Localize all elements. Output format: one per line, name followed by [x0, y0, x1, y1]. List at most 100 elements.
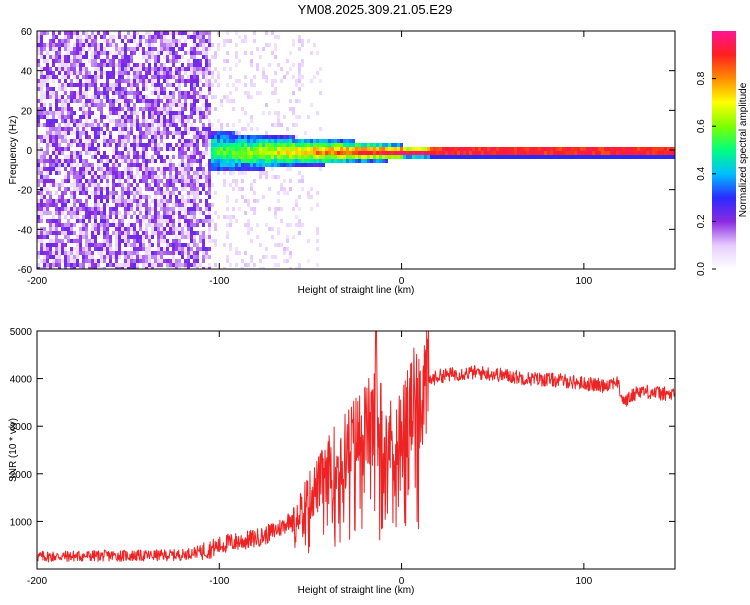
spectrogram-cell — [127, 163, 130, 167]
spectrogram-cell — [79, 179, 82, 183]
spectrogram-cell — [211, 163, 214, 167]
spectrogram-cell — [235, 31, 238, 35]
spectrogram-cell — [178, 251, 181, 255]
spectrogram-cell — [205, 267, 208, 269]
spectrogram-cell — [196, 63, 199, 67]
spectrogram-cell — [142, 131, 145, 135]
spectrogram-cell — [217, 151, 220, 155]
spectrogram-cell — [40, 103, 43, 107]
spectrogram-cell — [133, 143, 136, 147]
spectrogram-cell — [286, 259, 289, 263]
spectrogram-cell — [151, 135, 154, 139]
spectrogram-cell — [55, 147, 58, 151]
spectrogram-cell — [88, 179, 91, 183]
spectrogram-cell — [628, 147, 631, 151]
spectrogram-cell — [280, 243, 283, 247]
spectrogram-cell — [259, 267, 262, 269]
spectrogram-cell — [115, 259, 118, 263]
spectrogram-cell — [100, 255, 103, 259]
spectrogram-cell — [79, 119, 82, 123]
spectrogram-cell — [130, 111, 133, 115]
spectrogram-cell — [199, 183, 202, 187]
spectrogram-cell — [406, 155, 409, 159]
spectrogram-cell — [184, 215, 187, 219]
spectrogram-y-tick-label: -40 — [18, 225, 33, 236]
spectrogram-cell — [301, 187, 304, 191]
spectrogram-cell — [79, 55, 82, 59]
spectrogram-cell — [157, 135, 160, 139]
spectrogram-cell — [208, 211, 211, 215]
spectrogram-cell — [631, 147, 634, 151]
spectrogram-cell — [184, 243, 187, 247]
spectrogram-cell — [127, 139, 130, 143]
spectrogram-cell — [121, 159, 124, 163]
spectrogram-cell — [73, 99, 76, 103]
spectrogram-cell — [85, 91, 88, 95]
spectrogram-cell — [436, 155, 439, 159]
spectrogram-cell — [46, 87, 49, 91]
spectrogram-cell — [154, 47, 157, 51]
spectrogram-cell — [253, 199, 256, 203]
spectrogram-cell — [250, 115, 253, 119]
spectrogram-cell — [61, 63, 64, 67]
spectrogram-cell — [136, 247, 139, 251]
spectrogram-cell — [145, 99, 148, 103]
spectrogram-cell — [148, 67, 151, 71]
spectrogram-cell — [91, 143, 94, 147]
spectrogram-cell — [265, 155, 268, 159]
spectrogram-cell — [109, 243, 112, 247]
spectrogram-cell — [274, 255, 277, 259]
spectrogram-cell — [118, 119, 121, 123]
spectrogram-cell — [37, 63, 40, 67]
spectrogram-cell — [58, 31, 61, 35]
spectrogram-cell — [148, 267, 151, 269]
spectrogram-cell — [430, 155, 433, 159]
spectrogram-cell — [211, 75, 214, 79]
spectrogram-cell — [169, 51, 172, 55]
spectrogram-cell — [43, 83, 46, 87]
spectrogram-cell — [118, 139, 121, 143]
spectrogram-cell — [280, 155, 283, 159]
spectrogram-cell — [52, 31, 55, 35]
spectrogram-cell — [142, 231, 145, 235]
spectrogram-cell — [61, 39, 64, 43]
spectrogram-cell — [70, 95, 73, 99]
spectrogram-cell — [64, 123, 67, 127]
spectrogram-cell — [589, 151, 592, 155]
spectrogram-cell — [79, 155, 82, 159]
spectrogram-cell — [88, 87, 91, 91]
spectrogram-cell — [157, 99, 160, 103]
spectrogram-cell — [64, 263, 67, 267]
spectrogram-cell — [40, 71, 43, 75]
spectrogram-cell — [136, 123, 139, 127]
spectrogram-cell — [196, 83, 199, 87]
spectrogram-cell — [166, 67, 169, 71]
spectrogram-cell — [139, 239, 142, 243]
spectrogram-cell — [91, 51, 94, 55]
spectrogram-cell — [169, 183, 172, 187]
spectrogram-cell — [247, 223, 250, 227]
spectrogram-cell — [157, 147, 160, 151]
spectrogram-cell — [112, 75, 115, 79]
spectrogram-cell — [91, 59, 94, 63]
spectrogram-cell — [547, 147, 550, 151]
spectrogram-cell — [586, 155, 589, 159]
spectrogram-cell — [64, 231, 67, 235]
spectrogram-cell — [634, 147, 637, 151]
spectrogram-cell — [73, 31, 76, 35]
spectrogram-cell — [82, 39, 85, 43]
spectrogram-cell — [649, 147, 652, 151]
spectrogram-cell — [181, 243, 184, 247]
spectrogram-cell — [253, 211, 256, 215]
spectrogram-cell — [124, 139, 127, 143]
spectrogram-cell — [211, 83, 214, 87]
spectrogram-cell — [277, 175, 280, 179]
spectrogram-cell — [196, 31, 199, 35]
spectrogram-cell — [235, 163, 238, 167]
spectrogram-cell — [208, 35, 211, 39]
spectrogram-cell — [85, 247, 88, 251]
spectrogram-cell — [106, 115, 109, 119]
spectrogram-cell — [229, 167, 232, 171]
spectrogram-cell — [127, 195, 130, 199]
spectrogram-cell — [82, 171, 85, 175]
